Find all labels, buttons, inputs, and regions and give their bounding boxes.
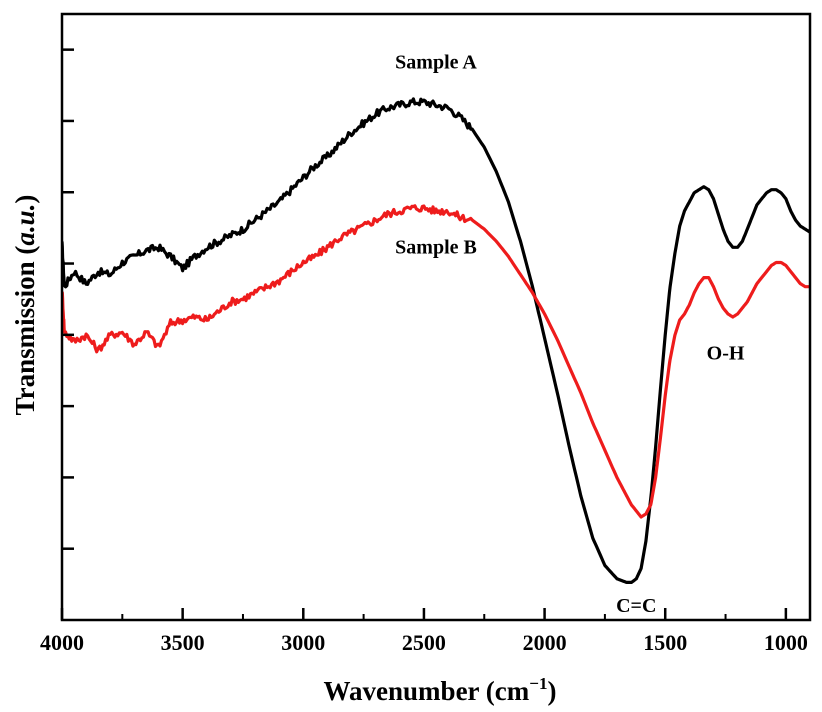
x-axis-title-sup: −1 — [529, 674, 547, 693]
plot-frame — [60, 12, 812, 622]
x-axis-tick-labels: 4000 3500 3000 2500 2000 1500 1000 — [40, 630, 808, 655]
x-tick-label-1500: 1500 — [643, 630, 687, 655]
x-axis-title-main: Wavenumber (cm — [324, 676, 530, 706]
x-tick-label-2000: 2000 — [523, 630, 567, 655]
y-axis-ticks — [62, 48, 74, 550]
y-axis-title: Transmission (a.u.) — [10, 195, 40, 416]
annotations: Sample A Sample B C=C O-H — [395, 52, 745, 618]
x-tick-label-1000: 1000 — [764, 630, 808, 655]
y-axis-title-end: ) — [10, 195, 40, 204]
x-tick-label-3500: 3500 — [161, 630, 205, 655]
y-axis-title-main: Transmission ( — [10, 246, 40, 416]
annotation-sample-b: Sample B — [395, 236, 477, 258]
x-tick-label-4000: 4000 — [40, 630, 84, 655]
series-line-sample-a — [62, 97, 810, 584]
data-layer — [62, 97, 810, 584]
series-line-sample-b — [62, 204, 810, 519]
x-axis-minor-ticks — [121, 614, 727, 620]
x-axis-title-end: ) — [547, 676, 556, 706]
x-axis-title: Wavenumber (cm−1) — [324, 674, 557, 706]
x-tick-label-2500: 2500 — [402, 630, 446, 655]
x-axis-ticks — [60, 608, 788, 620]
annotation-o-h: O-H — [707, 342, 745, 364]
annotation-c-c: C=C — [616, 595, 656, 617]
y-axis-title-italic: a.u. — [10, 204, 40, 246]
x-tick-label-3000: 3000 — [281, 630, 325, 655]
annotation-sample-a: Sample A — [395, 52, 477, 74]
